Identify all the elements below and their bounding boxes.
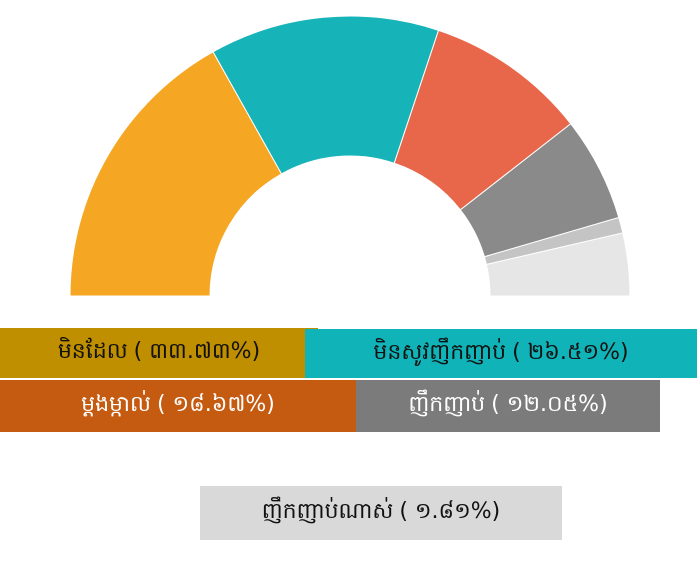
slice bbox=[212, 15, 440, 175]
legend-label: ម្តងម្កាល់ bbox=[81, 392, 151, 417]
legend-label: មិនសូវញឹកញាប់ bbox=[373, 339, 507, 365]
legend-item: មិនដែល( ៣៣.៧៣%) bbox=[0, 328, 318, 378]
legend-label: ញឹកញាប់ bbox=[408, 392, 486, 417]
legend-value: ( ៣៣.៧៣%) bbox=[133, 339, 261, 364]
legend-value: ( ១២.០៥%) bbox=[491, 392, 608, 417]
slice bbox=[485, 232, 631, 297]
legend-label: មិនដែល bbox=[57, 339, 128, 364]
legend-label: ញឹកញាប់ណាស់ bbox=[261, 499, 394, 524]
legend-value: ( ២៦.៥១%) bbox=[512, 339, 629, 365]
slice bbox=[69, 51, 283, 297]
legend-value: ( ១.៨១%) bbox=[399, 499, 501, 524]
legend-item: មិនសូវញឹកញាប់( ២៦.៥១%) bbox=[305, 329, 697, 378]
legend-item: ម្តងម្កាល់( ១៨.៦៧%) bbox=[0, 380, 356, 432]
legend-item: ញឹកញាប់( ១២.០៥%) bbox=[356, 380, 660, 432]
chart bbox=[69, 15, 631, 297]
legend-item: ញឹកញាប់ណាស់( ១.៨១%) bbox=[200, 486, 562, 540]
legend-value: ( ១៨.៦៧%) bbox=[156, 392, 275, 417]
